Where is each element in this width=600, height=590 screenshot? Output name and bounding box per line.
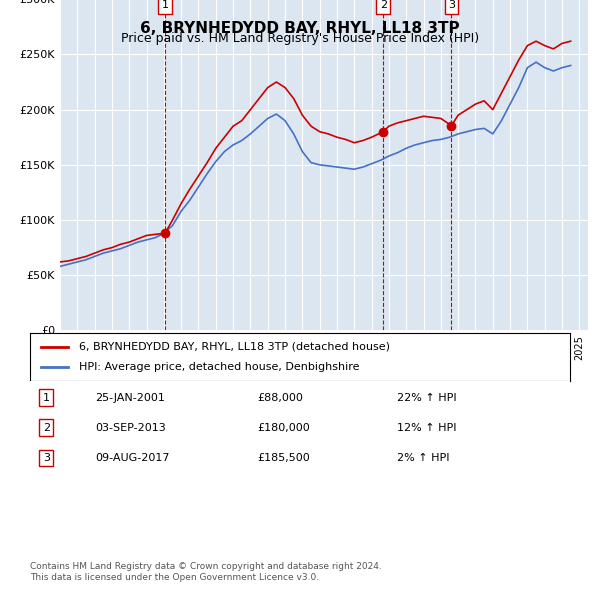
Text: 1: 1 bbox=[161, 1, 169, 10]
Text: 2% ↑ HPI: 2% ↑ HPI bbox=[397, 453, 450, 463]
Text: 22% ↑ HPI: 22% ↑ HPI bbox=[397, 392, 457, 402]
Text: 12% ↑ HPI: 12% ↑ HPI bbox=[397, 423, 457, 432]
Text: Contains HM Land Registry data © Crown copyright and database right 2024.
This d: Contains HM Land Registry data © Crown c… bbox=[30, 562, 382, 582]
Text: HPI: Average price, detached house, Denbighshire: HPI: Average price, detached house, Denb… bbox=[79, 362, 359, 372]
Text: 3: 3 bbox=[448, 1, 455, 10]
Text: 6, BRYNHEDYDD BAY, RHYL, LL18 3TP (detached house): 6, BRYNHEDYDD BAY, RHYL, LL18 3TP (detac… bbox=[79, 342, 389, 352]
Text: 3: 3 bbox=[43, 453, 50, 463]
Text: 03-SEP-2013: 03-SEP-2013 bbox=[95, 423, 166, 432]
Text: £185,500: £185,500 bbox=[257, 453, 310, 463]
Text: Price paid vs. HM Land Registry's House Price Index (HPI): Price paid vs. HM Land Registry's House … bbox=[121, 32, 479, 45]
Text: £180,000: £180,000 bbox=[257, 423, 310, 432]
Text: 2: 2 bbox=[43, 423, 50, 432]
Text: 6, BRYNHEDYDD BAY, RHYL, LL18 3TP: 6, BRYNHEDYDD BAY, RHYL, LL18 3TP bbox=[140, 21, 460, 35]
Text: £88,000: £88,000 bbox=[257, 392, 302, 402]
Text: 1: 1 bbox=[43, 392, 50, 402]
Text: 2: 2 bbox=[380, 1, 387, 10]
Text: 09-AUG-2017: 09-AUG-2017 bbox=[95, 453, 169, 463]
Text: 25-JAN-2001: 25-JAN-2001 bbox=[95, 392, 164, 402]
